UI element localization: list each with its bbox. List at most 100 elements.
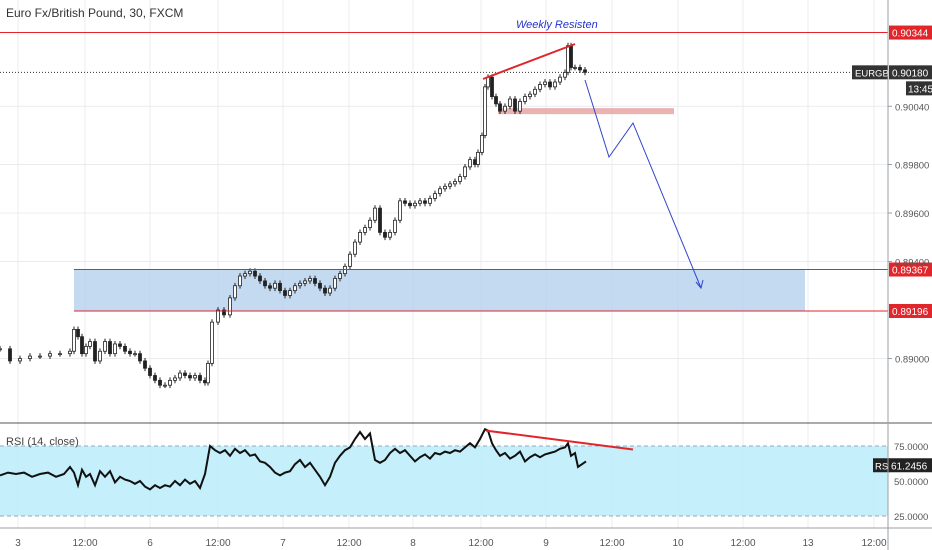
candle-body xyxy=(413,202,417,207)
candle-body xyxy=(128,350,132,355)
zones xyxy=(74,108,805,311)
demand-zone xyxy=(74,269,805,311)
candles xyxy=(0,42,587,389)
candle-body xyxy=(566,45,570,73)
level-badge xyxy=(889,25,932,40)
candle-body xyxy=(453,181,457,185)
projection-arrowhead xyxy=(695,279,704,290)
candle-body xyxy=(486,76,490,88)
candle-body xyxy=(163,384,167,387)
rsi-trendline xyxy=(485,429,634,451)
countdown-badge xyxy=(906,81,932,96)
candle-body xyxy=(408,202,412,207)
candle-body xyxy=(298,282,302,287)
resistance-zone xyxy=(498,108,674,115)
candle-body xyxy=(393,219,397,233)
candle-body xyxy=(313,278,317,284)
candle-body xyxy=(76,329,80,338)
rsi-axis-bg xyxy=(888,424,932,528)
annotation-weekly-resistance: Weekly Resisten xyxy=(516,19,598,31)
price-tick-label: 0.89000 xyxy=(895,355,929,366)
candle-body xyxy=(143,360,147,369)
price-tick-label: 0.89400 xyxy=(895,258,929,269)
rsi-tick-label: 75.0000 xyxy=(894,442,928,453)
candle-body xyxy=(333,278,337,289)
candle-body xyxy=(538,84,542,90)
candle-body xyxy=(368,219,372,228)
candle-body xyxy=(558,76,562,83)
candle-body xyxy=(318,282,322,289)
time-tick-label: 12:00 xyxy=(468,538,493,549)
candle-body xyxy=(303,280,307,284)
rsi-tick-label: 50.0000 xyxy=(894,477,928,488)
candle-body xyxy=(283,290,287,296)
rsi-tick-label: 25.0000 xyxy=(894,512,928,523)
candle-body xyxy=(233,285,237,299)
candle-body xyxy=(388,232,392,238)
time-tick-label: 13 xyxy=(802,538,814,549)
candle-body xyxy=(18,358,22,362)
candle-body xyxy=(358,232,362,243)
candle-body xyxy=(503,105,507,112)
candle-body xyxy=(133,353,137,356)
candle-body xyxy=(48,353,52,357)
candle-body xyxy=(258,275,262,282)
candle-body xyxy=(222,309,226,316)
time-tick-label: 8 xyxy=(410,538,416,549)
candle-body xyxy=(533,88,537,95)
candle-body xyxy=(348,253,352,267)
candle-body xyxy=(518,101,522,112)
time-tick-label: 9 xyxy=(543,538,549,549)
candle-body xyxy=(118,343,122,347)
candle-body xyxy=(443,185,447,190)
candle-body xyxy=(458,176,462,182)
rsi-band xyxy=(0,446,888,516)
candle-body xyxy=(238,275,242,287)
candle-body xyxy=(490,76,494,97)
candle-body xyxy=(273,282,277,289)
candle-body xyxy=(569,45,573,68)
candle-body xyxy=(263,280,267,287)
candle-body xyxy=(123,345,127,352)
projection-path xyxy=(584,79,702,289)
time-tick-label: 12:00 xyxy=(336,538,361,549)
time-tick-label: 12:00 xyxy=(599,538,624,549)
time-tick-label: 7 xyxy=(280,538,286,549)
candle-body xyxy=(178,372,182,379)
candle-body xyxy=(88,341,92,347)
candle-body xyxy=(8,348,12,362)
candle-body xyxy=(148,367,152,376)
candle-body xyxy=(328,287,332,294)
candle-body xyxy=(183,372,187,376)
candle-body xyxy=(378,207,382,233)
candle-body xyxy=(268,285,272,289)
candle-body xyxy=(338,273,342,279)
rsi-value-badge xyxy=(889,458,932,473)
symbol-label: EURGBP xyxy=(855,68,895,79)
time-tick-label: 12:00 xyxy=(72,538,97,549)
candle-body xyxy=(480,134,484,153)
candle-body xyxy=(108,341,112,355)
candle-body xyxy=(243,273,247,277)
candle-body xyxy=(578,67,582,71)
candle-body xyxy=(383,232,387,238)
candle-body xyxy=(438,188,442,194)
time-tick-label: 12:00 xyxy=(730,538,755,549)
candle-body xyxy=(418,200,422,204)
candle-body xyxy=(423,200,427,204)
candle-body xyxy=(84,345,88,355)
rsi-pane xyxy=(0,422,932,517)
candle-body xyxy=(363,227,367,233)
rsi-name-label: RSI xyxy=(875,461,891,472)
time-tick-label: 6 xyxy=(147,538,153,549)
candle-body xyxy=(93,341,97,362)
candle-body xyxy=(206,362,210,384)
price-tick-label: 0.89600 xyxy=(895,209,929,220)
candle-body xyxy=(513,98,517,112)
candle-body xyxy=(228,297,232,316)
candle-body xyxy=(188,375,192,379)
rsi-title: RSI (14, close) xyxy=(6,436,79,448)
candle-body xyxy=(193,375,197,379)
symbol-badge xyxy=(852,65,888,80)
